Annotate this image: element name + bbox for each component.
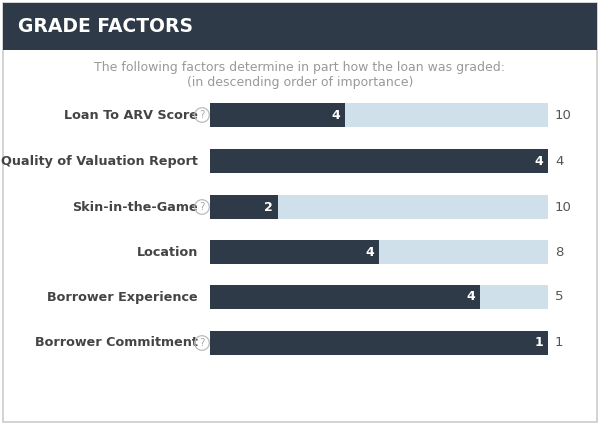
Bar [210,103,345,127]
Text: 4: 4 [467,291,475,303]
Text: 4: 4 [555,155,563,167]
Text: (in descending order of importance): (in descending order of importance) [187,76,413,88]
Bar [210,149,548,173]
Text: GRADE FACTORS: GRADE FACTORS [18,17,193,36]
Text: Quality of Valuation Report: Quality of Valuation Report [1,155,198,167]
Bar [210,285,481,309]
Text: Loan To ARV Score: Loan To ARV Score [64,108,198,122]
Text: 10: 10 [555,108,572,122]
Text: ?: ? [199,110,205,120]
Text: 10: 10 [555,201,572,213]
Text: 5: 5 [555,291,563,303]
Bar [210,103,548,127]
Text: ?: ? [199,202,205,212]
Text: Skin-in-the-Game: Skin-in-the-Game [73,201,198,213]
Text: 4: 4 [331,108,340,122]
Bar [210,285,548,309]
Bar [210,240,548,264]
Text: Borrower Commitment: Borrower Commitment [35,337,198,349]
Bar [210,240,379,264]
Bar [210,195,548,219]
Text: 8: 8 [555,246,563,258]
Text: Location: Location [137,246,198,258]
Text: 4: 4 [534,155,543,167]
Text: 4: 4 [365,246,374,258]
Bar [210,331,548,355]
Text: ?: ? [199,338,205,348]
Text: 1: 1 [555,337,563,349]
Bar [210,149,548,173]
Bar [210,331,548,355]
Text: 2: 2 [264,201,272,213]
Bar [3,3,597,50]
Bar [210,195,278,219]
Text: Borrower Experience: Borrower Experience [47,291,198,303]
Text: 1: 1 [534,337,543,349]
Text: The following factors determine in part how the loan was graded:: The following factors determine in part … [95,60,505,74]
